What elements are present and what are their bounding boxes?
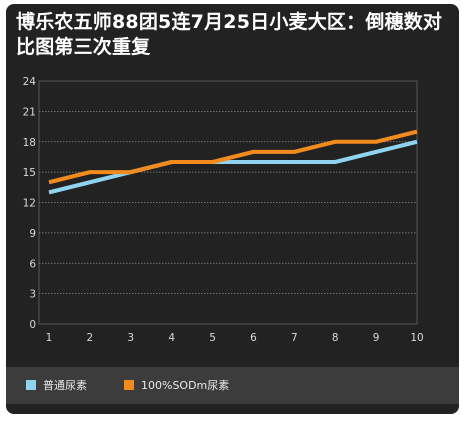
series-line-2 <box>48 129 418 185</box>
y-tick-label: 6 <box>29 258 36 270</box>
x-tick-label: 8 <box>332 332 339 344</box>
legend-label-series-2: 100%SODm尿素 <box>141 379 230 392</box>
chart-panel: 博乐农五师88团5连7月25日小麦大区：倒穗数对比图第三次重复 0 3 6 9 12 15… <box>6 4 459 414</box>
y-tick-label: 21 <box>23 106 36 118</box>
x-tick-label: 10 <box>410 332 423 344</box>
y-tick-label: 24 <box>23 76 37 88</box>
legend-item-series-2[interactable]: 100%SODm尿素 <box>124 380 229 392</box>
x-tick-label: 3 <box>127 332 134 344</box>
x-tick-label: 9 <box>373 332 380 344</box>
series-line-1 <box>48 139 418 195</box>
y-tick-label: 0 <box>29 319 36 331</box>
legend-item-series-1[interactable]: 普通尿素 <box>26 380 87 392</box>
x-tick-label: 7 <box>291 332 298 344</box>
x-tick-label: 5 <box>209 332 216 344</box>
legend-swatch-series-2 <box>124 380 134 390</box>
x-tick-label: 4 <box>168 332 175 344</box>
x-tick-label: 2 <box>87 332 94 344</box>
y-tick-label: 15 <box>23 167 36 179</box>
x-tick-label: 6 <box>250 332 257 344</box>
y-tick-label: 9 <box>29 228 36 240</box>
x-tick-label: 1 <box>46 332 53 344</box>
y-tick-label: 3 <box>29 289 36 301</box>
legend-swatch-series-1 <box>26 380 36 390</box>
y-tick-label: 18 <box>23 137 36 149</box>
legend-label-series-1: 普通尿素 <box>43 379 87 392</box>
chart-legend: 普通尿素 100%SODm尿素 <box>6 367 459 404</box>
chart-title: 博乐农五师88团5连7月25日小麦大区：倒穗数对比图第三次重复 <box>16 11 443 58</box>
y-tick-label: 12 <box>23 198 36 210</box>
